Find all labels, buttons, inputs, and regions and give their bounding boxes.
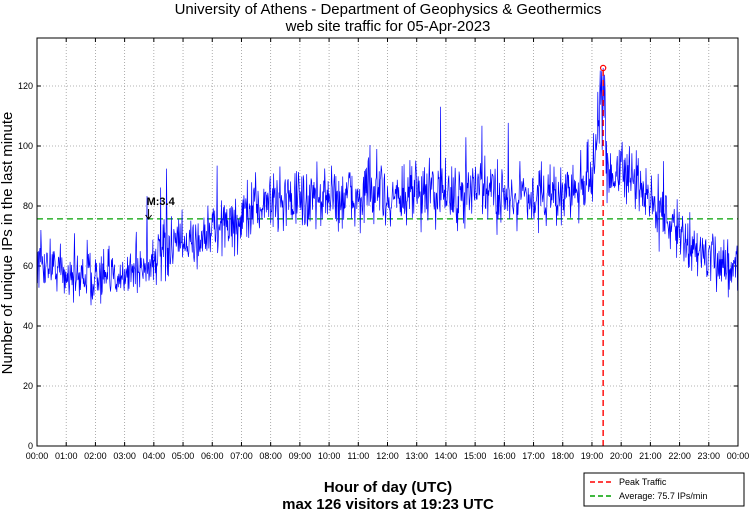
x-tick-label: 22:00 [668,451,691,461]
y-tick-label: 120 [18,81,33,91]
legend-box [583,472,745,507]
x-tick-label: 17:00 [522,451,545,461]
x-tick-label: 13:00 [405,451,428,461]
x-tick-label: 19:00 [581,451,604,461]
chart-subtitle: web site traffic for 05-Apr-2023 [285,18,491,35]
annotation-label: M:3.4 [147,196,176,208]
x-tick-label: 15:00 [464,451,487,461]
x-tick-label: 07:00 [230,451,253,461]
x-tick-label: 09:00 [289,451,312,461]
chart-title: University of Athens - Department of Geo… [175,1,602,18]
legend-peak-label: Peak Traffic [619,477,667,487]
plot-area-border [36,37,739,447]
y-tick-label: 40 [23,321,33,331]
legend-average-label: Average: 75.7 IPs/min [619,491,707,501]
y-tick-label: 20 [23,381,33,391]
traffic-series-line [36,67,739,306]
x-tick-label: 11:00 [347,451,369,461]
x-tick-label: 16:00 [493,451,516,461]
x-tick-label: 18:00 [551,451,574,461]
y-tick-label: 80 [23,201,33,211]
x-tick-label: 06:00 [201,451,224,461]
x-tick-label: 00:00 [26,451,49,461]
x-tick-label: 05:00 [172,451,195,461]
y-axis-label: Number of unique IPs in the last minute [0,112,16,375]
x-tick-label: 20:00 [610,451,633,461]
annotation-arrow-head [145,214,152,220]
x-tick-label: 14:00 [435,451,458,461]
x-tick-label: 12:00 [376,451,399,461]
x-tick-label: 03:00 [113,451,136,461]
x-tick-label: 04:00 [143,451,166,461]
x-axis-label: Hour of day (UTC) [324,479,452,496]
x-tick-label: 02:00 [84,451,107,461]
x-tick-label: 10:00 [318,451,341,461]
legend: Peak Traffic Average: 75.7 IPs/min [583,472,745,507]
x-tick-label: 23:00 [698,451,721,461]
x-axis-sublabel: max 126 visitors at 19:23 UTC [282,496,494,511]
x-tick-label: 00:00 [727,451,750,461]
y-tick-label: 100 [18,141,33,151]
x-tick-label: 08:00 [259,451,282,461]
y-tick-label: 60 [23,261,33,271]
x-axis-ticks: 00:00 01:00 02:00 03:00 04:00 05:00 06:00 07:00… [26,38,750,461]
x-tick-label: 21:00 [639,451,662,461]
y-tick-label: 0 [28,441,33,451]
earthquake-annotation: M:3.4 [145,196,176,220]
peak-marker [599,64,607,72]
x-tick-label: 01:00 [55,451,78,461]
grid-lines [37,38,738,446]
